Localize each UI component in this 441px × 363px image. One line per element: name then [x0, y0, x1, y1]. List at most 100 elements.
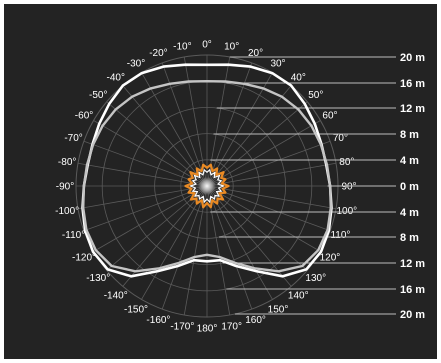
angle-tick-label: 110°	[330, 230, 350, 241]
angle-tick-label: 0°	[202, 40, 212, 51]
radial-scale-label: 4 m	[400, 155, 419, 167]
series-point-0	[219, 259, 222, 262]
series-point-0	[121, 84, 124, 87]
radial-scale-label: 16 m	[400, 284, 425, 296]
angle-tick-label: -50°	[89, 90, 107, 101]
angle-tick-label: -100°	[55, 206, 79, 217]
series-point-3	[194, 195, 196, 197]
series-point-1	[320, 143, 322, 146]
series-point-2	[189, 171, 191, 173]
series-point-3	[213, 198, 216, 200]
series-point-0	[206, 63, 208, 66]
radial-scale-label: 8 m	[400, 129, 419, 141]
series-point-3	[214, 194, 216, 197]
series-point-1	[310, 124, 313, 127]
series-point-0	[184, 63, 187, 66]
series-point-0	[106, 268, 109, 271]
series-point-3	[206, 171, 208, 173]
angle-tick-label: 60°	[322, 111, 337, 122]
series-point-2	[224, 192, 227, 194]
series-point-0	[227, 63, 230, 66]
grid-spoke	[206, 162, 337, 187]
series-point-2	[187, 192, 190, 194]
grid-spoke	[206, 72, 273, 187]
series-point-1	[262, 87, 265, 90]
series-point-3	[209, 201, 211, 203]
center-glow	[198, 177, 216, 195]
grid-spoke	[206, 185, 292, 287]
angle-tick-label: -80°	[58, 157, 76, 168]
series-point-3	[213, 176, 215, 179]
series-point-1	[83, 185, 85, 187]
series-point-2	[218, 192, 221, 194]
angle-tick-label: -20°	[149, 48, 167, 59]
series-point-0	[98, 122, 101, 125]
series-point-0	[206, 260, 208, 263]
series-group	[81, 63, 333, 278]
grid-spoke	[206, 120, 321, 187]
series-point-2	[228, 185, 230, 187]
series-point-3	[192, 190, 194, 192]
radial-scale-label: 12 m	[400, 258, 425, 270]
angle-tick-label: -170°	[170, 321, 194, 332]
series-point-1	[86, 163, 88, 166]
series-point-1	[301, 265, 304, 267]
series-point-2	[187, 178, 190, 180]
series-point-1	[168, 82, 171, 85]
series-point-2	[202, 206, 204, 208]
series-point-1	[317, 249, 320, 252]
series-point-2	[222, 198, 224, 201]
radial-scale-label: 20 m	[400, 52, 425, 64]
series-point-3	[209, 169, 211, 171]
angle-tick-label: 70°	[333, 133, 348, 144]
angle-tick-label: -120°	[72, 253, 96, 264]
angle-tick-label: 120°	[320, 253, 341, 264]
angle-tick-label: -60°	[75, 111, 93, 122]
series-point-0	[177, 265, 179, 267]
series-point-3	[193, 174, 196, 177]
series-point-0	[157, 270, 159, 272]
series-point-1	[224, 80, 227, 83]
series-point-1	[206, 253, 208, 256]
series-point-3	[203, 169, 205, 171]
radial-scale-label: 8 m	[400, 232, 419, 244]
series-point-0	[193, 259, 195, 262]
grid-spoke	[141, 72, 208, 187]
series-point-0	[92, 250, 94, 253]
grid-spoke	[122, 185, 208, 287]
grid-spoke	[206, 185, 337, 210]
angle-tick-label: 140°	[288, 290, 309, 301]
series-point-1	[326, 163, 328, 166]
series-point-2	[197, 174, 199, 176]
series-point-2	[216, 167, 218, 169]
series-point-1	[329, 185, 331, 187]
angle-tick-label: -40°	[106, 73, 124, 84]
angle-tick-label: -110°	[62, 230, 85, 241]
series-point-2	[224, 178, 227, 180]
angle-tick-label: -10°	[173, 42, 191, 53]
series-point-1	[114, 108, 117, 111]
angle-tick-label: 150°	[268, 304, 289, 315]
grid-spoke	[93, 120, 208, 187]
series-point-2	[221, 188, 224, 190]
series-point-2	[196, 167, 198, 169]
series-point-2	[215, 174, 217, 176]
series-point-2	[184, 185, 186, 187]
series-point-2	[196, 203, 198, 205]
grid-spoke	[93, 185, 208, 252]
angle-tick-label: -150°	[124, 304, 148, 315]
grid-spoke	[206, 85, 292, 187]
series-point-2	[211, 199, 213, 201]
series-point-1	[178, 262, 180, 264]
series-point-2	[192, 177, 194, 179]
series-point-3	[192, 180, 194, 182]
series-point-2	[193, 192, 196, 194]
series-point-2	[190, 198, 192, 201]
series-point-3	[198, 171, 200, 173]
series-point-1	[193, 256, 196, 258]
grid-spoke	[77, 185, 208, 210]
series-point-1	[277, 270, 280, 273]
angle-tick-label: -140°	[104, 290, 128, 301]
angle-tick-label: 10°	[224, 42, 239, 53]
radial-scale-label: 12 m	[400, 103, 425, 115]
